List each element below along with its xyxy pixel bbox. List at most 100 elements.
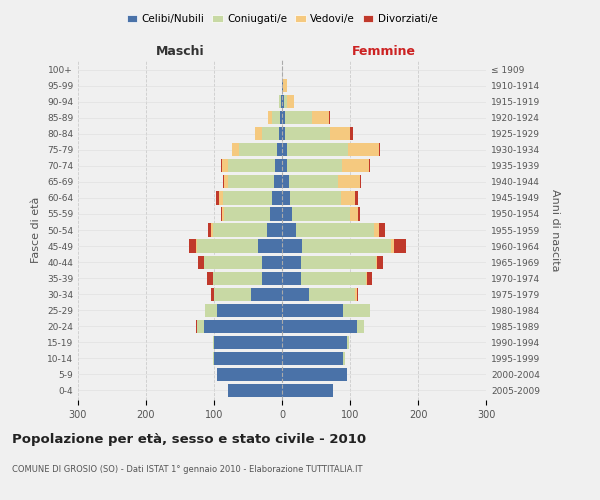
Bar (329, 111, 330, 124)
Bar (214, 336, 282, 349)
Bar (212, 352, 214, 365)
Text: Popolazione per età, sesso e stato civile - 2010: Popolazione per età, sesso e stato civil… (12, 432, 366, 446)
Bar (222, 160, 227, 172)
Bar (369, 160, 370, 172)
Bar (282, 111, 285, 124)
Bar (285, 111, 312, 124)
Bar (343, 304, 370, 317)
Bar (232, 143, 239, 156)
Bar (223, 192, 272, 204)
Bar (282, 224, 296, 236)
Text: COMUNE DI GROSIO (SO) - Dati ISTAT 1° gennaio 2010 - Elaborazione TUTTITALIA.IT: COMUNE DI GROSIO (SO) - Dati ISTAT 1° ge… (12, 466, 362, 474)
Bar (262, 256, 282, 268)
Bar (277, 143, 282, 156)
Bar (251, 288, 282, 300)
Bar (224, 208, 270, 220)
Bar (301, 272, 365, 284)
Bar (282, 320, 357, 333)
Bar (358, 208, 359, 220)
Bar (312, 111, 329, 124)
Bar (208, 224, 211, 236)
Bar (270, 208, 282, 220)
Bar (282, 368, 347, 381)
Bar (282, 79, 283, 92)
Bar (367, 272, 373, 284)
Bar (283, 79, 287, 92)
Text: Maschi: Maschi (155, 46, 205, 59)
Bar (204, 320, 282, 333)
Bar (347, 336, 349, 349)
Bar (278, 95, 281, 108)
Bar (278, 127, 282, 140)
Bar (197, 320, 204, 333)
Bar (289, 176, 338, 188)
Bar (223, 176, 224, 188)
Bar (357, 288, 358, 300)
Bar (379, 224, 385, 236)
Bar (282, 256, 301, 268)
Bar (282, 143, 287, 156)
Bar (258, 240, 282, 252)
Legend: Celibi/Nubili, Coniugati/e, Vedovi/e, Divorziati/e: Celibi/Nubili, Coniugati/e, Vedovi/e, Di… (122, 10, 442, 29)
Bar (282, 160, 287, 172)
Bar (262, 272, 282, 284)
Bar (212, 224, 267, 236)
Bar (282, 176, 289, 188)
Bar (189, 240, 196, 252)
Bar (280, 111, 282, 124)
Bar (262, 127, 278, 140)
Bar (207, 272, 212, 284)
Bar (282, 240, 302, 252)
Bar (394, 240, 406, 252)
Bar (196, 240, 197, 252)
Bar (374, 224, 379, 236)
Bar (309, 288, 355, 300)
Text: Femmine: Femmine (352, 46, 416, 59)
Bar (282, 192, 290, 204)
Bar (272, 192, 282, 204)
Bar (287, 143, 348, 156)
Bar (205, 304, 217, 317)
Y-axis label: Fasce di età: Fasce di età (31, 197, 41, 263)
Bar (342, 160, 369, 172)
Bar (217, 304, 282, 317)
Bar (214, 288, 251, 300)
Bar (355, 192, 358, 204)
Bar (365, 272, 367, 284)
Bar (282, 336, 347, 349)
Bar (217, 368, 282, 381)
Bar (224, 176, 227, 188)
Bar (199, 256, 204, 268)
Bar (329, 127, 350, 140)
Bar (275, 160, 282, 172)
Bar (227, 384, 282, 397)
Bar (272, 111, 280, 124)
Bar (287, 95, 294, 108)
Bar (227, 160, 275, 172)
Bar (357, 320, 364, 333)
Bar (355, 288, 357, 300)
Bar (282, 272, 301, 284)
Bar (222, 208, 224, 220)
Bar (376, 256, 377, 268)
Bar (284, 95, 287, 108)
Bar (292, 208, 350, 220)
Bar (220, 192, 223, 204)
Bar (197, 240, 258, 252)
Bar (282, 304, 343, 317)
Bar (343, 352, 344, 365)
Bar (281, 95, 282, 108)
Bar (282, 208, 292, 220)
Bar (338, 176, 359, 188)
Bar (196, 320, 197, 333)
Bar (287, 160, 342, 172)
Bar (216, 192, 220, 204)
Bar (211, 288, 214, 300)
Bar (350, 127, 353, 140)
Bar (211, 224, 212, 236)
Bar (282, 384, 333, 397)
Bar (302, 240, 391, 252)
Bar (301, 256, 376, 268)
Bar (268, 111, 272, 124)
Bar (221, 208, 222, 220)
